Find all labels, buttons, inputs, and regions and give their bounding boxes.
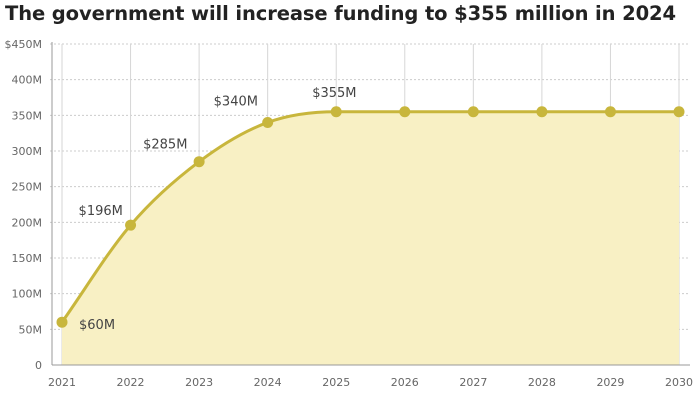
x-tick-label: 2021 [48, 376, 76, 389]
y-tick-label: 250M [12, 181, 43, 194]
y-tick-label: 0 [35, 359, 42, 372]
tick-layer: 0 50M 100M 150M 200M 250M 300M 350M 400M $450M 202… [5, 38, 694, 389]
data-label: $60M [79, 318, 115, 333]
area-layer [60, 110, 679, 366]
y-tick-label: 100M [12, 288, 43, 301]
data-label: $355M [312, 86, 356, 101]
y-tick-label: 200M [12, 216, 43, 229]
x-tick-label: 2026 [391, 376, 419, 389]
data-point [125, 219, 137, 231]
x-tick-label: 2027 [459, 376, 487, 389]
data-label: $196M [79, 204, 123, 219]
y-tick-label: 300M [12, 145, 43, 158]
data-point [262, 116, 274, 128]
x-tick-label: 2029 [596, 376, 624, 389]
x-tick-label: 2022 [117, 376, 145, 389]
axis-layer [51, 42, 690, 366]
x-tick-label: 2024 [254, 376, 282, 389]
data-point [604, 106, 616, 118]
area-fill [62, 111, 679, 366]
point-layer [56, 106, 685, 328]
x-tick-label: 2028 [528, 376, 556, 389]
data-point [467, 106, 479, 118]
y-tick-label: $450M [5, 38, 43, 51]
data-point [399, 106, 411, 118]
y-tick-label: 350M [12, 109, 43, 122]
data-point [673, 106, 685, 118]
label-layer: $60M $196M $285M $340M $355M [79, 86, 357, 333]
data-point [536, 106, 548, 118]
data-point [193, 156, 205, 168]
series-line [60, 110, 679, 324]
data-label: $285M [143, 138, 187, 153]
data-point [56, 316, 68, 328]
x-tick-label: 2023 [185, 376, 213, 389]
data-label: $340M [214, 94, 258, 109]
y-tick-label: 150M [12, 252, 43, 265]
x-tick-label: 2030 [665, 376, 693, 389]
x-tick-label: 2025 [322, 376, 350, 389]
data-point [330, 106, 342, 118]
chart-title: The government will increase funding to … [5, 2, 676, 25]
y-tick-label: 50M [19, 323, 43, 336]
y-tick-label: 400M [12, 74, 43, 87]
